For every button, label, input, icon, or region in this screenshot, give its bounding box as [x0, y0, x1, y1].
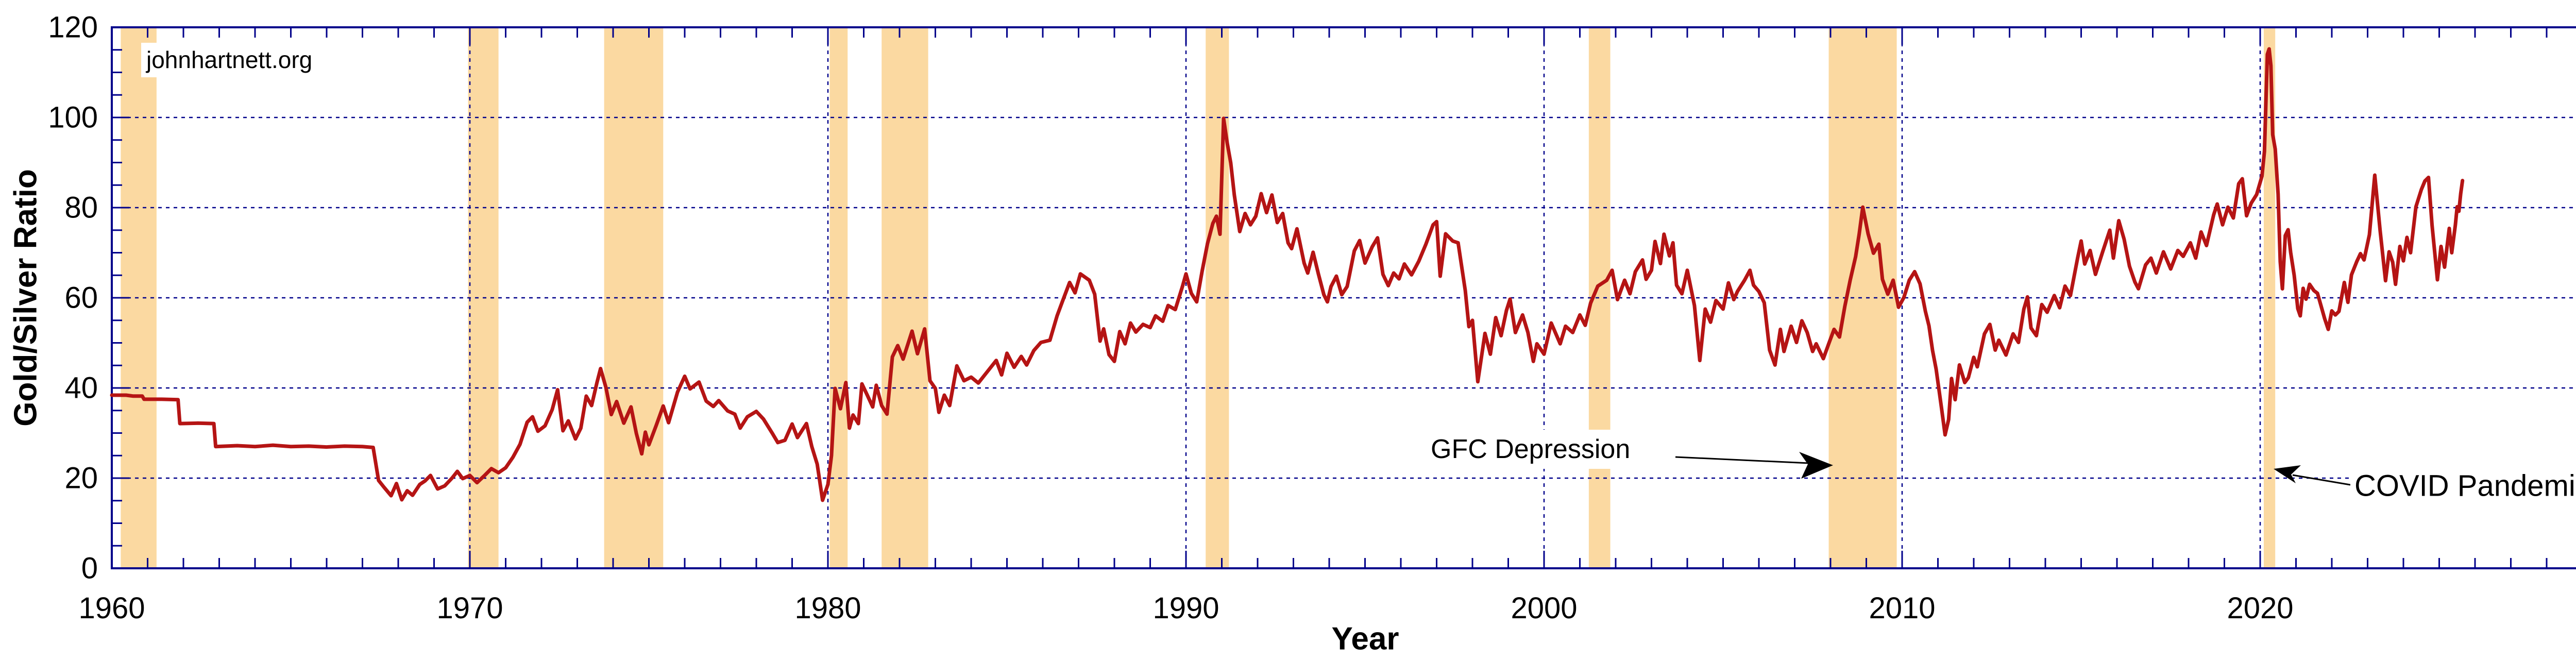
- y-tick-label: 120: [48, 10, 98, 44]
- x-tick-label: 2020: [2227, 591, 2294, 625]
- annotation-covid-pandemic: COVID Pandemic: [2350, 464, 2576, 507]
- y-tick-label: 0: [81, 551, 98, 585]
- x-tick-label: 1980: [794, 591, 861, 625]
- ratio-line: [110, 47, 2465, 502]
- recession-band: [882, 27, 928, 568]
- x-tick-label: 1990: [1153, 591, 1219, 625]
- annotation-arrow-head: [2274, 465, 2301, 483]
- y-tick-label: 100: [48, 100, 98, 134]
- watermark: johnhartnett.org: [141, 43, 318, 77]
- y-tick-label: 60: [64, 281, 98, 315]
- x-tick-label: 2000: [1511, 591, 1578, 625]
- y-tick-label: 80: [64, 191, 98, 225]
- annotation-arrow-head: [1799, 452, 1833, 479]
- y-tick-label: 40: [64, 371, 98, 405]
- x-tick-label: 2010: [1869, 591, 1936, 625]
- annotation-arrow-line: [1675, 456, 1810, 464]
- y-axis-title: Gold/Silver Ratio: [8, 169, 44, 427]
- x-tick-label: 1960: [78, 591, 145, 625]
- annotation-gfc-depression: GFC Depression: [1427, 430, 1635, 469]
- y-tick-label: 20: [64, 461, 98, 495]
- recession-band: [1828, 27, 1897, 568]
- annotation-arrow-line: [2292, 474, 2351, 486]
- x-axis-title: Year: [1331, 621, 1399, 657]
- x-tick-label: 1970: [436, 591, 503, 625]
